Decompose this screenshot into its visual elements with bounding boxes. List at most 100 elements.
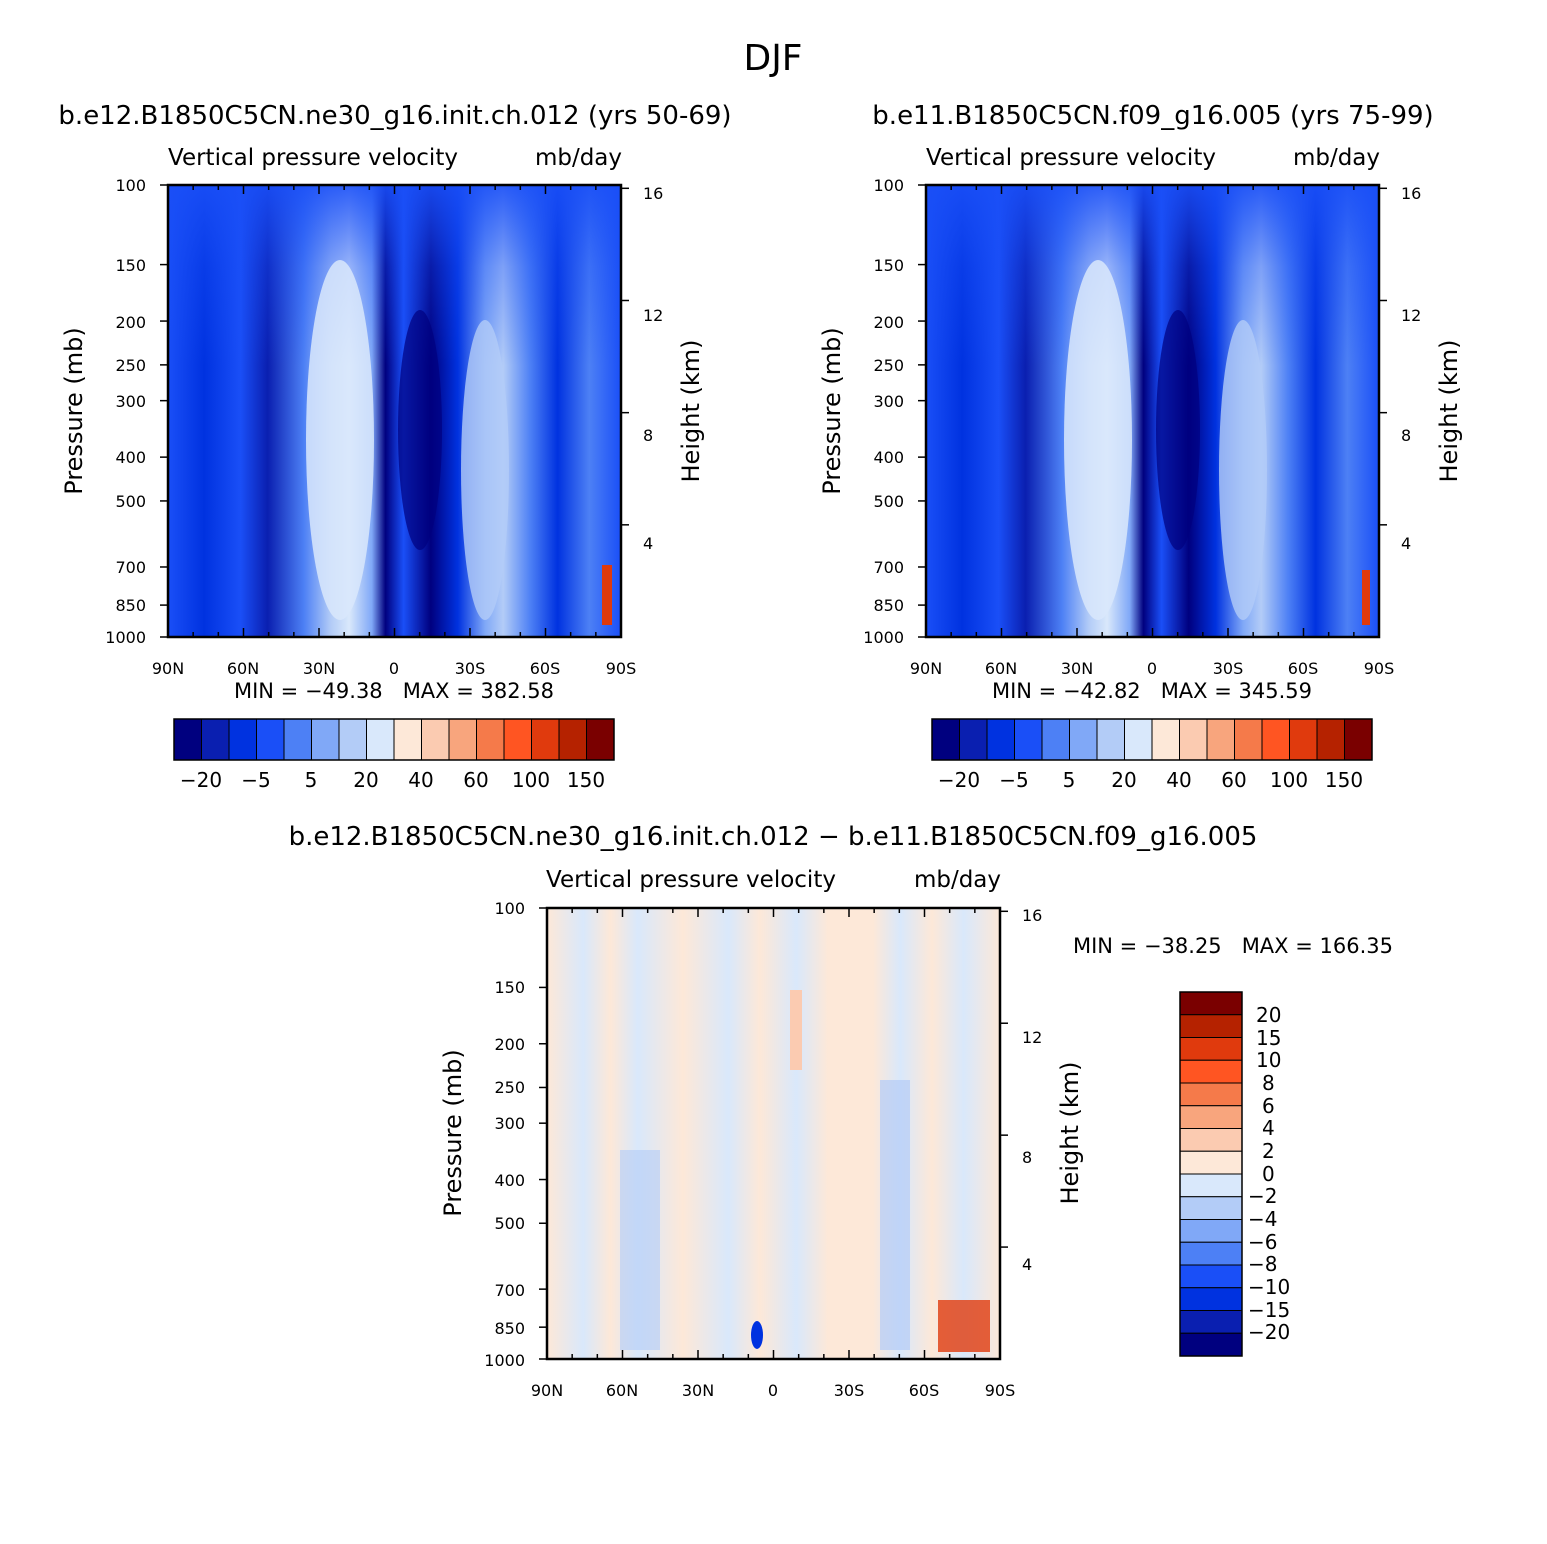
panel-2-xtick-label: 30N xyxy=(1061,659,1093,678)
panel-2-yright-tick-label: 8 xyxy=(1401,426,1411,445)
panel-2-positive-patch xyxy=(1362,570,1370,625)
panel-1-ytick-label: 700 xyxy=(115,558,146,577)
panel-3-plot-area xyxy=(545,906,1002,1361)
panel-1-colorbar-box xyxy=(448,718,477,761)
panel-1-ytick-label: 100 xyxy=(115,176,146,195)
panel-3-ytick-label: 1000 xyxy=(484,1351,525,1370)
panel-2-colorbar-label: −5 xyxy=(999,768,1028,792)
panel-3-colorbar-label: −10 xyxy=(1248,1275,1290,1299)
panel-3-colorbar-label: 0 xyxy=(1262,1162,1275,1186)
panel-2-y-right-axis: 16 12 8 4 Height (km) xyxy=(1401,184,1463,553)
panel-1-colorbar-box xyxy=(256,718,285,761)
panel-1-colorbar-box xyxy=(393,718,422,761)
panel-2-plot-area xyxy=(924,183,1381,639)
panel-3-x-axis: 90N 60N 30N 0 30S 60S 90S xyxy=(531,1381,1015,1400)
panel-1-positive-patch xyxy=(602,565,612,625)
panel-3-ytick-label: 400 xyxy=(494,1171,525,1190)
panel-3-colorbar-label: 15 xyxy=(1256,1026,1281,1050)
panel-3-xtick-label: 30S xyxy=(834,1381,865,1400)
panel-3-ylabel-right: Height (km) xyxy=(1056,1062,1084,1205)
panel-1-ytick-label: 1000 xyxy=(105,628,146,647)
panel-3: b.e12.B1850C5CN.ne30_g16.init.ch.012 − b… xyxy=(289,822,1393,1400)
panel-3-colorbar-box xyxy=(1179,1219,1243,1243)
panel-2-title: b.e11.B1850C5CN.f09_g16.005 (yrs 75-99) xyxy=(872,101,1433,131)
panel-3-ytick-label: 850 xyxy=(494,1319,525,1338)
panel-2-colorbar-label: −20 xyxy=(938,768,980,792)
panel-2-dark-core xyxy=(1156,310,1200,550)
panel-3-y-right-axis: 16 12 8 4 Height (km) xyxy=(1022,906,1084,1274)
panel-3-blue-band xyxy=(880,1080,910,1350)
panel-2-ytick-label: 1000 xyxy=(863,628,904,647)
panel-3-yright-tick-label: 12 xyxy=(1022,1028,1042,1047)
panel-2-colorbar: −20 −5 5 20 40 60 100 150 xyxy=(931,718,1373,792)
panel-3-colorbar-box xyxy=(1179,991,1243,1016)
panel-2-colorbar-frame xyxy=(931,718,1373,761)
panel-2-colorbar-box xyxy=(1179,718,1208,761)
panel-2-xtick-label: 60S xyxy=(1288,659,1319,678)
panel-1-yright-tick-label: 4 xyxy=(643,534,653,553)
panel-3-colorbar-box xyxy=(1179,1264,1243,1289)
panel-3-colorbar-frame xyxy=(1179,991,1243,1357)
panel-2-ytick-label: 300 xyxy=(873,392,904,411)
panel-1: b.e12.B1850C5CN.ne30_g16.init.ch.012 (yr… xyxy=(58,101,731,792)
panel-1-xtick-label: 30N xyxy=(303,659,335,678)
panel-3-xtick-label: 90S xyxy=(985,1381,1016,1400)
panel-1-x-axis: 90N 60N 30N 0 30S 60S 90S xyxy=(152,659,636,678)
panel-2-colorbar-box xyxy=(1124,718,1153,761)
panel-1-light-core-south xyxy=(461,320,509,620)
panel-3-colorbar-box xyxy=(1179,1196,1243,1220)
panel-3-subtitle-right: mb/day xyxy=(914,867,1001,893)
panel-1-colorbar-box xyxy=(531,718,560,761)
panel-2-colorbar-label: 5 xyxy=(1063,768,1076,792)
panel-2-light-core-north xyxy=(1064,260,1132,620)
panel-1-colorbar-frame xyxy=(173,718,615,761)
panel-1-colorbar-box xyxy=(586,718,615,761)
panel-1-xtick-label: 90S xyxy=(606,659,637,678)
panel-2-xtick-label: 60N xyxy=(985,659,1017,678)
panel-2-ylabel-right: Height (km) xyxy=(1435,340,1463,483)
panel-3-red-patch xyxy=(938,1300,990,1352)
panel-3-colorbar-box xyxy=(1179,1128,1243,1152)
panel-3-ytick-label: 100 xyxy=(494,899,525,918)
panel-3-colorbar-box xyxy=(1179,1105,1243,1129)
panel-3-colorbar-label: 2 xyxy=(1262,1139,1275,1163)
panel-1-ytick-label: 150 xyxy=(115,256,146,275)
panel-2-yright-tick-label: 12 xyxy=(1401,306,1421,325)
panel-1-colorbar: −20 −5 5 20 40 60 100 150 xyxy=(173,718,615,792)
panel-1-xtick-label: 30S xyxy=(455,659,486,678)
panel-1-xtick-label: 0 xyxy=(389,659,399,678)
panel-1-colorbar-label: −5 xyxy=(241,768,270,792)
panel-2-colorbar-label: 100 xyxy=(1270,768,1308,792)
panel-2-light-core-south xyxy=(1219,320,1267,620)
panel-2-yright-tick-label: 4 xyxy=(1401,534,1411,553)
panel-3-colorbar-box xyxy=(1179,1173,1243,1198)
panel-2-colorbar-box xyxy=(986,718,1015,761)
panel-3-blue-band xyxy=(620,1150,660,1350)
panel-1-yright-tick-label: 12 xyxy=(643,306,663,325)
panel-1-stats: MIN = −49.38 MAX = 382.58 xyxy=(234,679,554,703)
figure-title: DJF xyxy=(743,38,802,79)
panel-3-colorbar-label: −15 xyxy=(1248,1298,1290,1322)
panel-2-ytick-label: 400 xyxy=(873,448,904,467)
panel-1-colorbar-label: 5 xyxy=(305,768,318,792)
panel-3-ytick-label: 250 xyxy=(494,1078,525,1097)
panel-1-subtitle-left: Vertical pressure velocity xyxy=(168,145,458,171)
panel-2-xtick-label: 30S xyxy=(1213,659,1244,678)
panel-3-colorbar-box xyxy=(1179,1332,1243,1357)
panel-1-colorbar-label: 60 xyxy=(463,768,488,792)
panel-1-colorbar-label: 100 xyxy=(512,768,550,792)
panel-2-colorbar-box xyxy=(1206,718,1235,761)
panel-3-colorbar-label: −4 xyxy=(1248,1207,1277,1231)
panel-1-dark-core xyxy=(398,310,442,550)
panel-3-ytick-label: 700 xyxy=(494,1281,525,1300)
tick-marks xyxy=(160,184,1387,1360)
panel-3-ytick-label: 300 xyxy=(494,1114,525,1133)
panel-3-colorbar-label: 10 xyxy=(1256,1048,1281,1072)
panel-3-colorbar: 20 15 10 8 6 4 2 0 −2 −4 −6 −8 −10 −15 −… xyxy=(1179,991,1290,1357)
panel-1-ytick-label: 200 xyxy=(115,313,146,332)
panel-1-ytick-label: 500 xyxy=(115,492,146,511)
panel-2-colorbar-label: 60 xyxy=(1221,768,1246,792)
panel-2-xtick-label: 90N xyxy=(910,659,942,678)
panel-3-yright-tick-label: 16 xyxy=(1022,906,1042,925)
